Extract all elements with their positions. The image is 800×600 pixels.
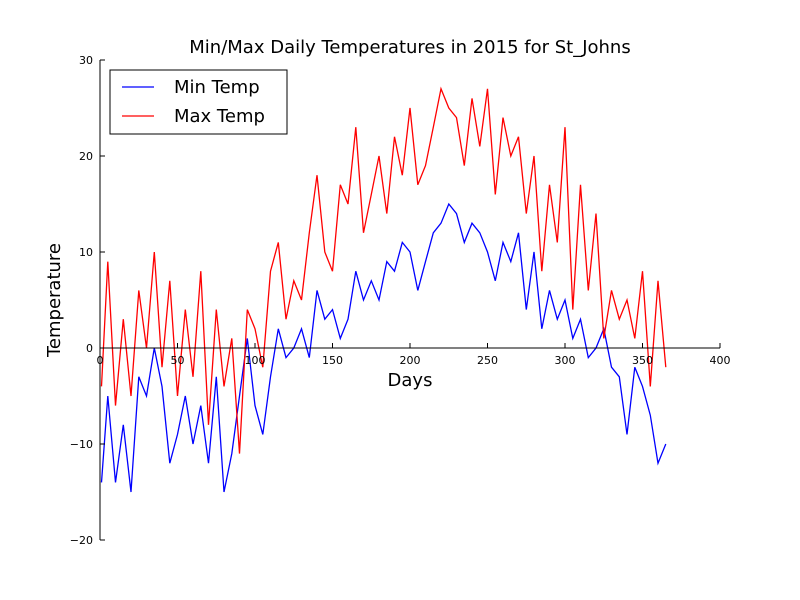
chart-title: Min/Max Daily Temperatures in 2015 for S… xyxy=(189,37,630,58)
x-tick-label: 300 xyxy=(555,354,576,367)
legend-label: Max Temp xyxy=(174,106,265,127)
plot-area xyxy=(100,86,667,493)
x-tick-label: 400 xyxy=(710,354,731,367)
x-tick-label: 0 xyxy=(97,354,104,367)
x-tick-label: 150 xyxy=(322,354,343,367)
x-tick-label: 350 xyxy=(632,354,653,367)
x-tick-label: 250 xyxy=(477,354,498,367)
y-tick-label: −10 xyxy=(70,438,93,451)
y-tick-label: 30 xyxy=(79,54,93,67)
legend-label: Min Temp xyxy=(174,77,260,98)
legend-box xyxy=(109,69,288,135)
y-tick-label: −20 xyxy=(70,534,93,547)
y-axis-label: Temperature xyxy=(44,243,65,358)
x-tick-label: 50 xyxy=(171,354,185,367)
y-tick-label: 0 xyxy=(86,342,93,355)
x-axis-label: Days xyxy=(388,370,433,391)
x-tick-label: 200 xyxy=(400,354,421,367)
series-line-max-temp xyxy=(100,86,667,454)
series-line-min-temp xyxy=(100,202,667,493)
x-tick-label: 100 xyxy=(245,354,266,367)
legend: Min Temp Max Temp xyxy=(109,69,288,135)
y-tick-label: 10 xyxy=(79,246,93,259)
y-tick-label: 20 xyxy=(79,150,93,163)
